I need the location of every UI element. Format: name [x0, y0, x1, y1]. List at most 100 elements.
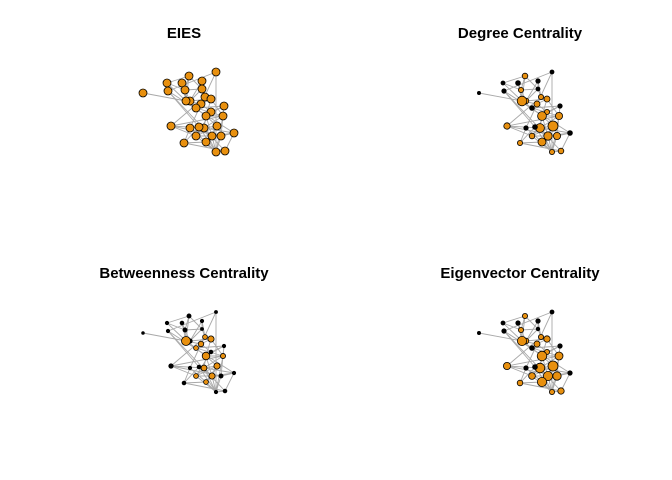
network-node	[220, 353, 226, 359]
network-edge	[524, 315, 539, 330]
panel-betweenness-centrality: Betweenness Centrality	[16, 240, 352, 480]
network-node	[181, 380, 187, 386]
network-node	[529, 105, 535, 111]
network-node	[528, 372, 536, 380]
network-edge	[183, 367, 191, 384]
network-edge	[478, 332, 523, 342]
network-node	[543, 131, 553, 141]
panel-title: Eigenvector Centrality	[440, 265, 600, 282]
network-node	[165, 328, 171, 334]
network-edge	[203, 355, 224, 369]
network-edge	[166, 322, 186, 331]
network-node	[197, 340, 205, 348]
network-node	[557, 387, 565, 395]
network-edge	[525, 98, 548, 102]
network-edge	[170, 365, 197, 377]
network-node	[213, 362, 221, 370]
network-edge	[189, 328, 203, 342]
network-node	[515, 320, 521, 326]
network-edge	[188, 315, 203, 330]
network-node	[500, 320, 506, 326]
network-node	[537, 137, 547, 147]
network-node	[197, 76, 207, 86]
network-edge	[503, 330, 562, 392]
network-node	[180, 85, 190, 95]
network-node	[193, 373, 199, 379]
network-node	[501, 88, 507, 94]
network-edge	[198, 366, 217, 393]
network-node	[547, 360, 559, 372]
network-edge	[506, 365, 533, 377]
network-edge	[525, 80, 539, 102]
network-node	[535, 318, 541, 324]
network-node	[532, 364, 538, 370]
network-edge	[503, 311, 553, 332]
network-edge	[560, 132, 571, 152]
network-node	[185, 123, 195, 133]
network-node	[216, 131, 226, 141]
network-graph-eigenvector	[477, 309, 573, 395]
network-edge	[167, 90, 226, 152]
network-node	[537, 111, 547, 121]
network-node	[229, 128, 239, 138]
panel-title: Degree Centrality	[457, 25, 583, 42]
network-node	[503, 122, 511, 130]
network-node	[532, 124, 538, 130]
network-node	[181, 96, 191, 106]
network-node	[528, 132, 536, 140]
panel-eies: EIES	[16, 0, 352, 240]
network-node	[517, 327, 524, 334]
network-node	[211, 67, 221, 77]
network-node	[547, 120, 559, 132]
network-edge	[503, 90, 562, 152]
network-node	[500, 80, 506, 86]
network-edge	[210, 345, 225, 353]
network-node	[219, 101, 229, 111]
network-edge	[556, 105, 561, 137]
network-node	[201, 351, 211, 361]
network-edge	[167, 311, 217, 332]
network-node	[516, 336, 527, 347]
network-node	[477, 91, 482, 96]
network-edge	[220, 345, 225, 377]
network-node	[548, 388, 555, 395]
network-node	[213, 389, 219, 395]
network-edge	[167, 330, 226, 392]
panel-title: EIES	[166, 25, 202, 42]
network-edge	[519, 382, 562, 392]
network-edge	[478, 92, 523, 102]
network-edge	[142, 92, 187, 102]
network-node	[221, 343, 227, 349]
network-node	[533, 100, 541, 108]
network-edge	[195, 345, 225, 349]
network-node	[477, 331, 482, 336]
network-node	[187, 365, 193, 371]
network-node	[523, 125, 529, 131]
network-node	[197, 84, 207, 94]
network-edge	[556, 345, 561, 377]
network-node	[567, 370, 573, 376]
network-node	[191, 103, 201, 113]
network-node	[535, 86, 541, 92]
network-node	[523, 365, 529, 371]
network-node	[200, 327, 204, 331]
network-edge	[166, 315, 190, 324]
network-node	[548, 148, 555, 155]
network-node	[516, 95, 528, 107]
network-node	[212, 121, 222, 131]
network-node	[535, 78, 541, 84]
network-node	[557, 147, 565, 155]
panel-eigenvector-centrality: Eigenvector Centrality	[352, 240, 672, 480]
network-edge	[519, 366, 536, 384]
network-node	[516, 379, 524, 387]
network-node	[186, 313, 192, 319]
network-node	[141, 331, 145, 335]
network-node	[231, 370, 237, 376]
network-node	[552, 131, 561, 140]
network-node	[202, 334, 208, 340]
network-node	[543, 335, 551, 343]
network-node	[543, 95, 551, 103]
network-graph-degree	[477, 69, 573, 155]
network-node	[515, 80, 521, 86]
network-node	[218, 373, 224, 379]
